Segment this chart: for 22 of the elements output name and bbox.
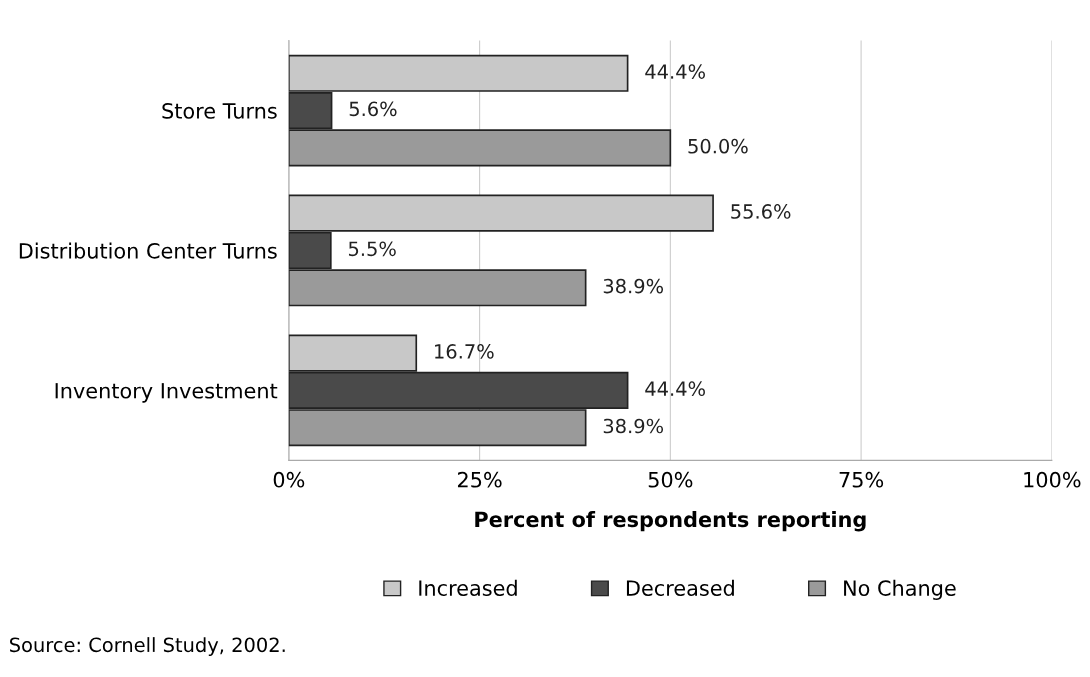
x-tick-label: 75% [839, 471, 884, 488]
x-tick-label: 25% [457, 471, 502, 488]
data-label: 38.9% [603, 278, 664, 294]
data-label: 5.6% [349, 101, 397, 117]
data-label: 50.0% [688, 138, 748, 154]
legend-label: No Change [844, 579, 956, 601]
legend-label: Increased [419, 579, 517, 596]
data-label: 55.6% [731, 204, 791, 219]
data-label: 16.7% [435, 344, 494, 359]
source-note: Source: Cornell Study, 2002. [10, 637, 285, 656]
data-label: 38.9% [603, 418, 664, 434]
x-axis-title: Percent of respondents reporting [475, 511, 866, 532]
data-label: 5.5% [348, 241, 396, 257]
y-tick-label: Inventory Investment [55, 383, 278, 403]
legend-label: Decreased [626, 579, 734, 596]
data-label: 44.4% [645, 381, 705, 397]
data-label: 44.4% [645, 64, 705, 79]
x-tick-label: 0% [273, 471, 305, 488]
y-tick-label: Distribution Center Turns [19, 242, 277, 259]
x-tick-label: 100% [1024, 471, 1081, 488]
x-tick-label: 50% [648, 471, 693, 488]
y-tick-label: Store Turns [162, 103, 277, 119]
